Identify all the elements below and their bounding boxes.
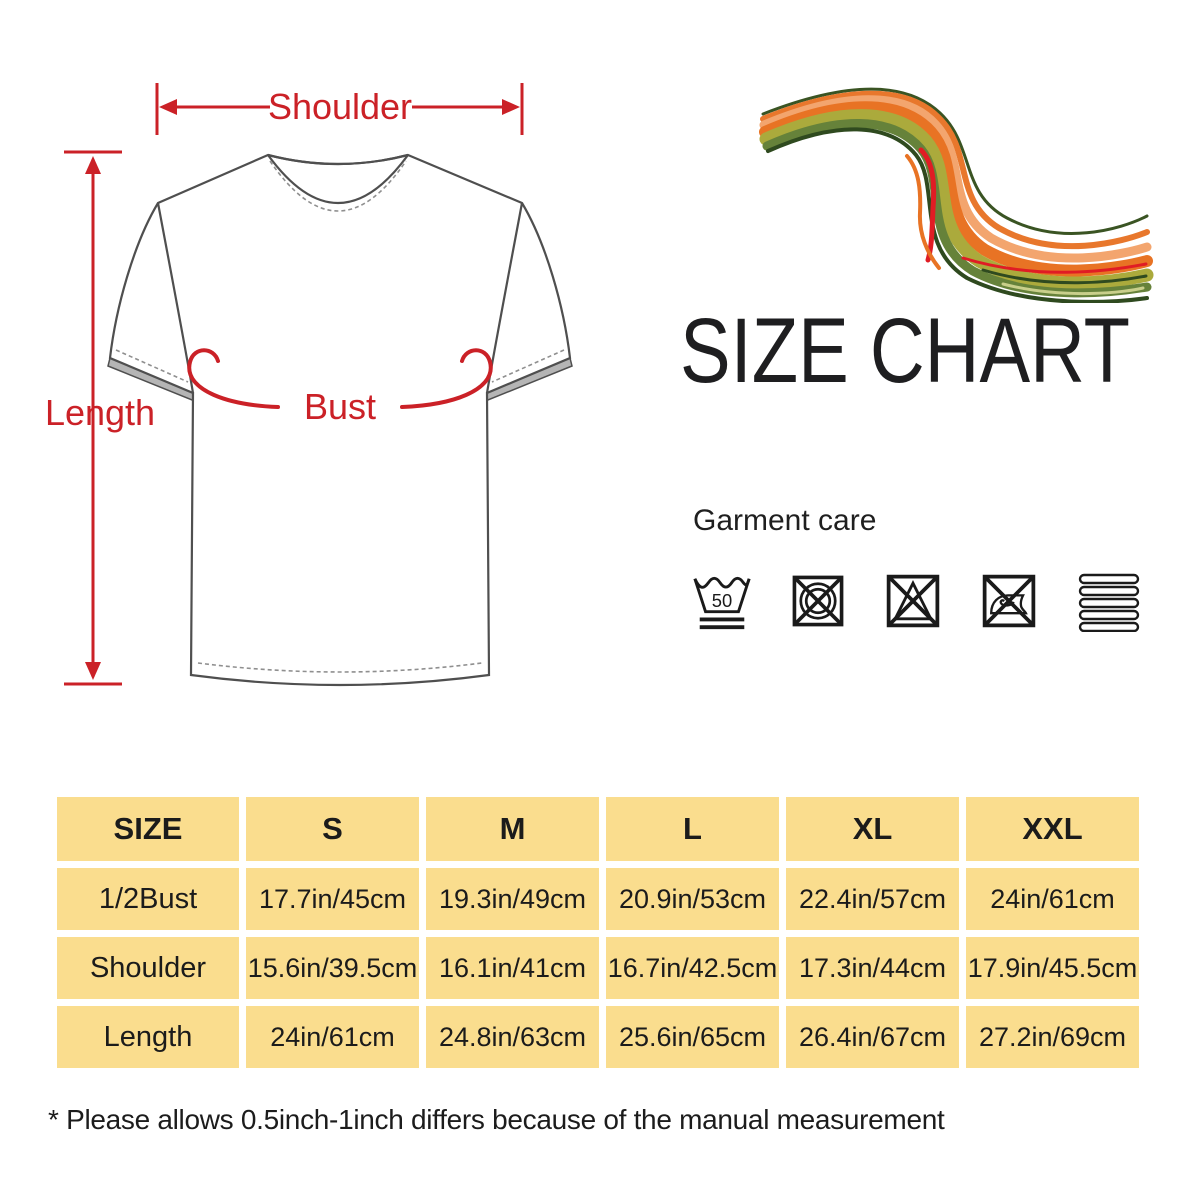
measurement-disclaimer: * Please allows 0.5inch-1inch differs be…: [48, 1104, 945, 1135]
table-cell: 15.6in/39.5cm: [246, 937, 419, 999]
table-cell: 25.6in/65cm: [606, 1006, 779, 1068]
table-cell: 17.3in/44cm: [786, 937, 959, 999]
page-title-text: SIZE CHART: [680, 306, 1130, 401]
do-not-tumble-dry-icon: [792, 575, 844, 627]
header-cell-xxl: XXL: [966, 797, 1139, 861]
arrow-up-icon: [85, 156, 101, 174]
header-cell-m: M: [426, 797, 599, 861]
collar-top-curve: [267, 153, 409, 166]
dry-flat-lines-icon: [1078, 573, 1140, 632]
table-cell: 26.4in/67cm: [786, 1006, 959, 1068]
table-cell: 16.1in/41cm: [426, 937, 599, 999]
right-cuff-stitch: [491, 349, 565, 383]
table-cell: 17.9in/45.5cm: [966, 937, 1139, 999]
size-table: SIZE S M L XL XXL 1/2Bust 17.7in/45cm 19…: [50, 790, 1146, 1075]
swoosh-decoration: [759, 87, 1154, 303]
table-cell: 19.3in/49cm: [426, 868, 599, 930]
bust-annotation: Bust: [187, 348, 493, 427]
swoosh-strands: [759, 87, 1154, 303]
garment-care-heading: Garment care: [693, 504, 877, 537]
garment-care-icons: 50: [691, 570, 1143, 640]
page-title: SIZE CHART: [680, 306, 1130, 401]
left-cuff-stitch: [115, 349, 189, 383]
size-table-header-row: SIZE S M L XL XXL: [57, 797, 1139, 861]
header-cell-l: L: [606, 797, 779, 861]
arrow-left-icon: [159, 99, 177, 115]
table-row-shoulder: Shoulder 15.6in/39.5cm 16.1in/41cm 16.7i…: [57, 937, 1139, 999]
length-annotation: Length: [45, 150, 155, 686]
table-cell: 16.7in/42.5cm: [606, 937, 779, 999]
do-not-iron-icon: [982, 574, 1036, 628]
wash-temperature-text: 50: [712, 590, 732, 611]
bust-arc-left: [187, 348, 280, 409]
do-not-bleach-icon: [886, 574, 940, 628]
bust-arc-right: [400, 348, 493, 409]
hem-stitch: [197, 662, 483, 673]
length-label: Length: [45, 392, 155, 433]
header-cell-xl: XL: [786, 797, 959, 861]
tshirt-measurement-diagram: Shoulder Length Bust: [45, 83, 573, 687]
row-label: Length: [57, 1006, 239, 1068]
shoulder-annotation: Shoulder: [155, 83, 524, 135]
table-row-bust: 1/2Bust 17.7in/45cm 19.3in/49cm 20.9in/5…: [57, 868, 1139, 930]
table-cell: 24.8in/63cm: [426, 1006, 599, 1068]
row-label: 1/2Bust: [57, 868, 239, 930]
bust-label: Bust: [304, 386, 376, 427]
table-cell: 24in/61cm: [966, 868, 1139, 930]
header-cell-size: SIZE: [57, 797, 239, 861]
tshirt-drawing: [107, 153, 573, 687]
machine-wash-50-icon: 50: [693, 576, 751, 630]
collar-bottom-curve: [267, 154, 409, 204]
table-cell: 24in/61cm: [246, 1006, 419, 1068]
table-cell: 20.9in/53cm: [606, 868, 779, 930]
collar-stitch: [269, 160, 407, 212]
row-label: Shoulder: [57, 937, 239, 999]
table-row-length: Length 24in/61cm 24.8in/63cm 25.6in/65cm…: [57, 1006, 1139, 1068]
arrow-right-icon: [502, 99, 520, 115]
arrow-down-icon: [85, 662, 101, 680]
table-cell: 17.7in/45cm: [246, 868, 419, 930]
table-cell: 22.4in/57cm: [786, 868, 959, 930]
header-cell-s: S: [246, 797, 419, 861]
table-cell: 27.2in/69cm: [966, 1006, 1139, 1068]
shoulder-label: Shoulder: [268, 86, 412, 127]
